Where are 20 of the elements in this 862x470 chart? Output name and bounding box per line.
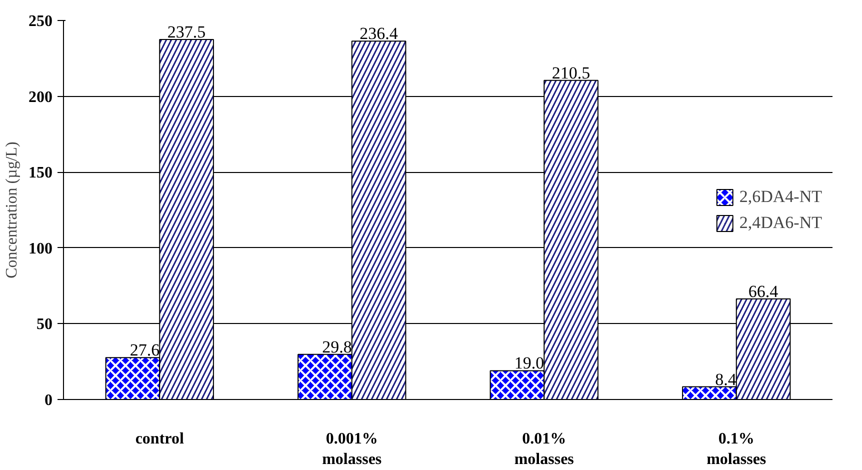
x-tick-label: 0.1% molasses — [706, 430, 766, 468]
legend-label: 2,4DA6-NT — [739, 212, 822, 232]
y-tick-label: 200 — [28, 88, 52, 106]
data-label: 66.4 — [748, 282, 779, 301]
y-tick-label: 50 — [36, 316, 52, 334]
data-label: 210.5 — [552, 63, 590, 82]
data-label: 29.8 — [322, 337, 352, 356]
y-tick-label: 100 — [28, 240, 52, 258]
data-label: 236.4 — [360, 24, 398, 44]
x-tick-label: control — [135, 430, 184, 448]
x-tick-label: 0.001% molasses — [322, 430, 382, 468]
data-label: 237.5 — [167, 22, 206, 42]
y-tick-label: 0 — [44, 392, 52, 409]
y-tick-label: 250 — [28, 13, 52, 30]
legend-label: 2,6DA4-NT — [739, 186, 822, 206]
x-tick-label: 0.01% molasses — [514, 430, 574, 468]
y-axis-title: Concentration (µg/L) — [4, 142, 20, 278]
y-tick-label: 150 — [28, 164, 52, 182]
data-label: 19.0 — [514, 354, 544, 373]
data-label: 8.4 — [715, 370, 737, 389]
